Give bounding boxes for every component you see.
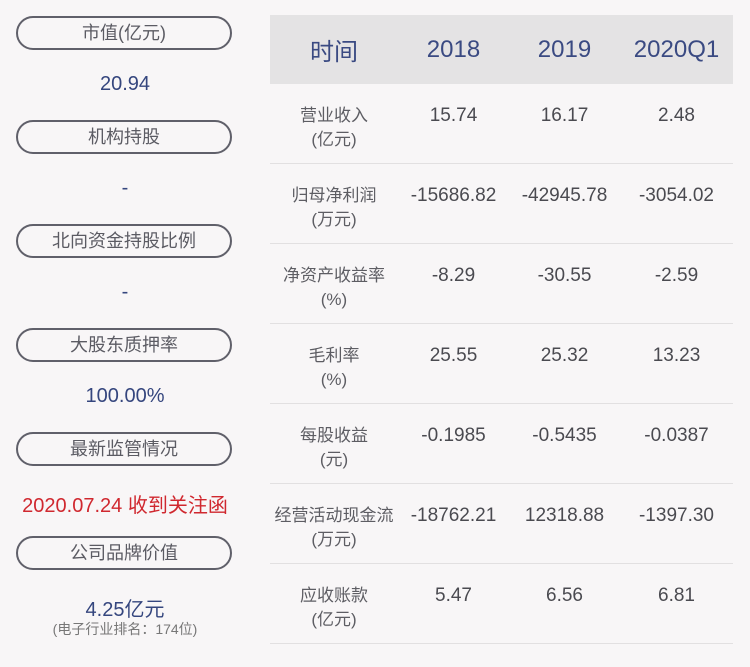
row-name: 归母净利润 [291,186,377,205]
header-2019: 2019 [537,35,592,63]
market-cap-label: 市值(亿元) [16,16,232,50]
cell-value: -8.29 [431,265,476,286]
cell-value: 25.55 [429,345,478,366]
table-row: 净资产收益率 (%) -8.29 -30.55 -2.59 [270,244,733,324]
regulatory-status-value: 2020.07.24 收到关注函 [22,495,228,517]
cell-value: 13.23 [652,345,701,366]
financial-table: 时间 2018 2019 2020Q1 营业收入 (亿元) 15.74 16.17… [270,15,733,644]
cell-value: 6.56 [546,585,583,606]
brand-value-rank-note: (电子行业排名：174位) [52,621,198,637]
cell-value: 6.81 [658,585,695,606]
row-label: 每股收益 (元) [270,404,398,472]
cell-value: -1397.30 [638,505,714,526]
row-name: 毛利率 [308,346,360,365]
cell-value: 16.17 [540,105,589,126]
table-row: 毛利率 (%) 25.55 25.32 13.23 [270,324,733,404]
table-row: 应收账款 (亿元) 5.47 6.56 6.81 [270,564,733,644]
row-label: 应收账款 (亿元) [270,564,398,632]
table-row: 经营活动现金流 (万元) -18762.21 12318.88 -1397.30 [270,484,733,564]
cell-value: 5.47 [435,585,472,606]
row-unit: (亿元) [311,130,357,149]
cell-value: -30.55 [537,265,592,286]
cell-value: -2.59 [654,265,699,286]
row-unit: (%) [320,290,348,309]
cell-value: -18762.21 [410,505,497,526]
row-name: 经营活动现金流 [274,506,394,525]
row-label: 经营活动现金流 (万元) [270,484,398,552]
table-header: 时间 2018 2019 2020Q1 [270,15,733,84]
table-row: 归母净利润 (万元) -15686.82 -42945.78 -3054.02 [270,164,733,244]
regulatory-status-label: 最新监管情况 [16,432,232,466]
institutional-holding-label: 机构持股 [16,120,232,154]
cell-value: -42945.78 [521,185,608,206]
cell-value: -0.0387 [644,425,709,446]
cell-value: 25.32 [540,345,589,366]
row-label: 归母净利润 (万元) [270,164,398,232]
row-unit: (万元) [311,530,357,549]
northbound-holding-value: - [121,281,129,303]
cell-value: -0.1985 [421,425,486,446]
brand-value-label: 公司品牌价值 [16,536,232,570]
row-name: 净资产收益率 [283,266,385,285]
table-row: 每股收益 (元) -0.1985 -0.5435 -0.0387 [270,404,733,484]
row-unit: (万元) [311,210,357,229]
table-row: 营业收入 (亿元) 15.74 16.17 2.48 [270,84,733,164]
cell-value: 12318.88 [524,505,605,526]
brand-value-value: 4.25亿元 [85,599,165,621]
cell-value: -0.5435 [532,425,597,446]
row-name: 营业收入 [300,106,368,125]
header-2020q1: 2020Q1 [633,35,720,63]
cell-value: -3054.02 [638,185,714,206]
pledge-ratio-value: 100.00% [85,385,165,407]
row-name: 每股收益 [300,426,368,445]
cell-value: 15.74 [429,105,478,126]
row-unit: (%) [320,370,348,389]
cell-value: -15686.82 [410,185,497,206]
header-time: 时间 [310,39,358,66]
northbound-holding-label: 北向资金持股比例 [16,224,232,258]
row-label: 毛利率 (%) [270,324,398,392]
row-unit: (元) [319,450,349,469]
row-unit: (亿元) [311,610,357,629]
pledge-ratio-label: 大股东质押率 [16,328,232,362]
market-cap-value: 20.94 [99,73,151,95]
cell-value: 2.48 [658,105,695,126]
institutional-holding-value: - [121,177,129,199]
row-name: 应收账款 [300,586,368,605]
row-label: 营业收入 (亿元) [270,84,398,152]
header-2018: 2018 [426,35,481,63]
row-label: 净资产收益率 (%) [270,244,398,312]
